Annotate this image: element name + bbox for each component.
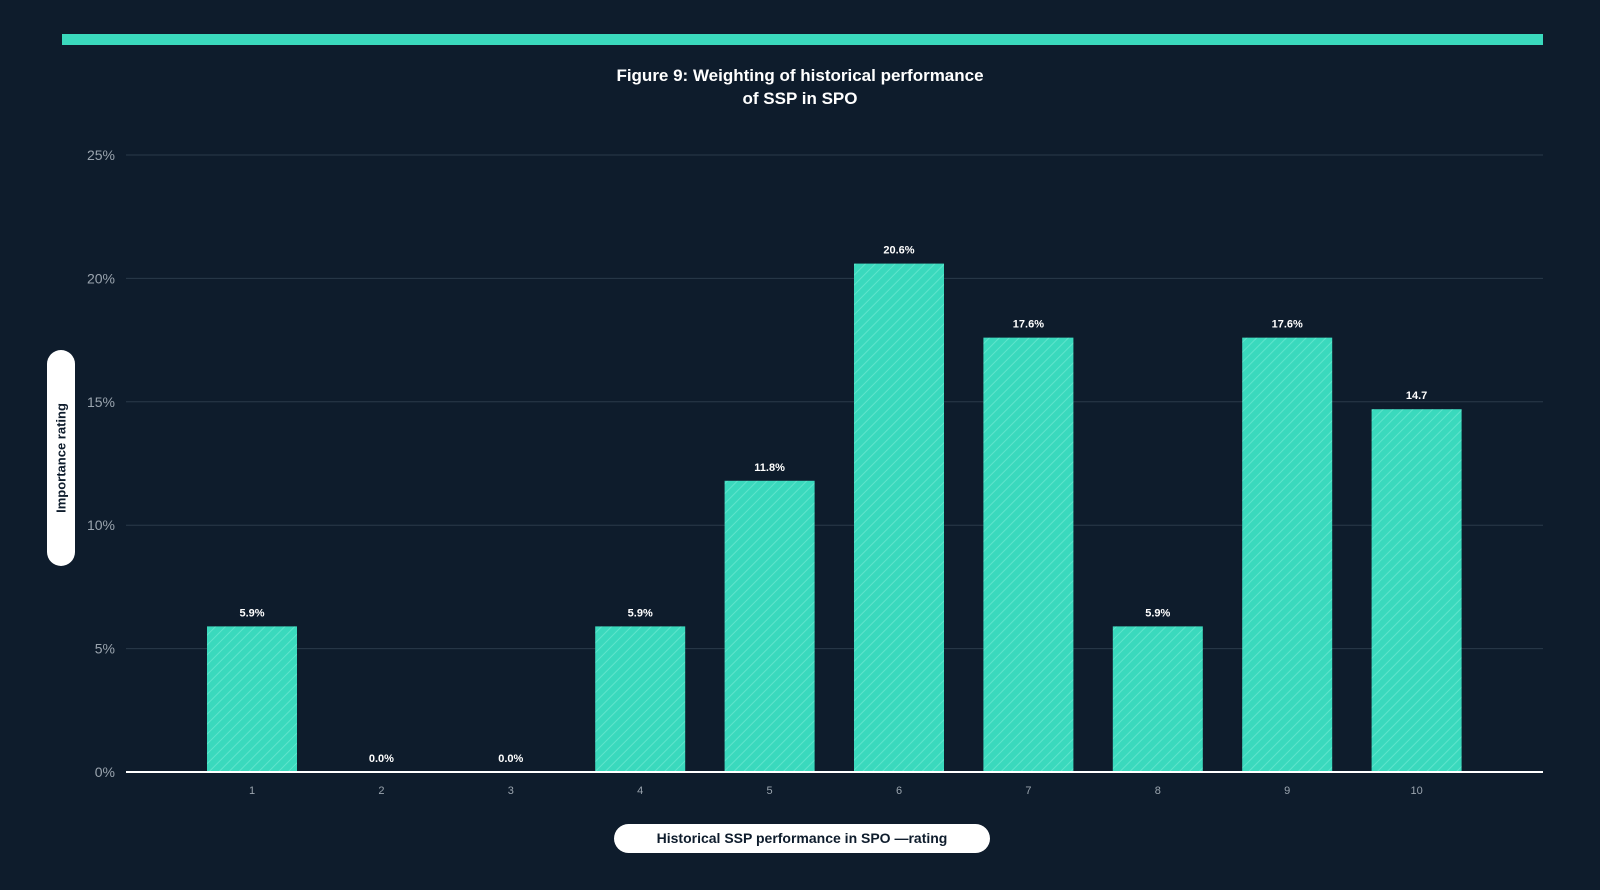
data-label: 0.0% bbox=[369, 753, 394, 765]
bar bbox=[207, 626, 297, 772]
x-tick-label: 5 bbox=[767, 785, 773, 797]
data-label: 17.6% bbox=[1272, 319, 1303, 331]
chart-title: Figure 9: Weighting of historical perfor… bbox=[0, 64, 1600, 110]
bar bbox=[854, 263, 944, 772]
x-tick-label: 1 bbox=[249, 785, 255, 797]
y-axis-label-pill bbox=[47, 350, 75, 566]
x-tick-labels: 1 2 3 4 5 6 7 8 9 10 bbox=[249, 785, 1423, 797]
data-label: 14.7 bbox=[1406, 390, 1427, 402]
y-tick-labels: 0% 5% 10% 15% 20% 25% bbox=[87, 147, 115, 780]
data-label: 11.8% bbox=[754, 462, 785, 474]
bar bbox=[595, 626, 686, 772]
data-labels: 5.9% 0.0% 0.0% 5.9% 11.8% 20.6% 17.6% 5.9% 17.6%… bbox=[239, 245, 1427, 765]
y-tick-label: 0% bbox=[95, 764, 115, 780]
bar bbox=[983, 337, 1074, 772]
y-tick-label: 5% bbox=[95, 641, 115, 657]
y-tick-label: 10% bbox=[87, 517, 115, 533]
data-label: 17.6% bbox=[1013, 319, 1044, 331]
x-tick-label: 2 bbox=[378, 785, 384, 797]
data-label: 5.9% bbox=[239, 607, 264, 619]
data-label: 5.9% bbox=[1145, 607, 1170, 619]
x-tick-label: 3 bbox=[508, 785, 514, 797]
bar bbox=[1112, 626, 1203, 772]
y-tick-label: 25% bbox=[87, 147, 115, 163]
x-tick-label: 6 bbox=[896, 785, 902, 797]
y-tick-label: 20% bbox=[87, 270, 115, 286]
x-tick-label: 4 bbox=[637, 785, 643, 797]
x-tick-label: 10 bbox=[1410, 785, 1422, 797]
bars bbox=[207, 263, 1462, 772]
data-label: 0.0% bbox=[498, 753, 523, 765]
x-tick-label: 9 bbox=[1284, 785, 1290, 797]
bar bbox=[1242, 337, 1333, 772]
x-tick-label: 8 bbox=[1155, 785, 1161, 797]
x-tick-label: 7 bbox=[1025, 785, 1031, 797]
bar bbox=[724, 480, 815, 772]
bar bbox=[1371, 409, 1462, 772]
accent-bar bbox=[62, 34, 1543, 45]
y-tick-label: 15% bbox=[87, 394, 115, 410]
data-label: 20.6% bbox=[883, 245, 914, 257]
y-axis-label: Importance rating bbox=[53, 403, 69, 513]
chart-title-line-1: Figure 9: Weighting of historical perfor… bbox=[616, 66, 984, 85]
data-label: 5.9% bbox=[628, 607, 653, 619]
x-axis-label: Historical SSP performance in SPO —ratin… bbox=[614, 824, 990, 853]
chart-title-line-2: of SSP in SPO bbox=[742, 89, 858, 108]
